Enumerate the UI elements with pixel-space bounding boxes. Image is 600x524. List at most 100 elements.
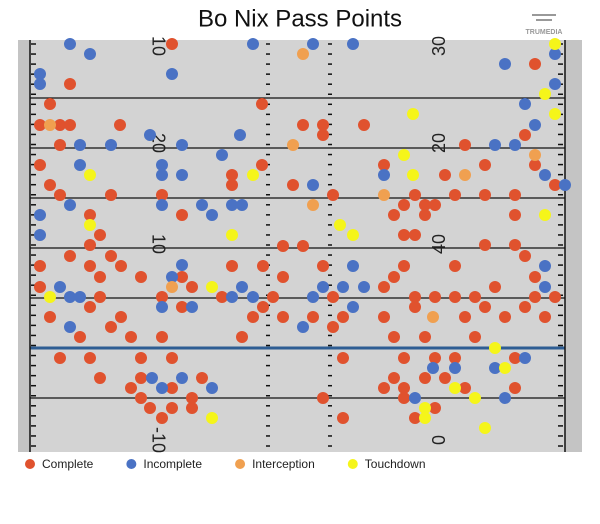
pass-point: [206, 382, 218, 394]
pass-point: [439, 169, 451, 181]
pass-point: [64, 250, 76, 262]
pass-point: [337, 352, 349, 364]
pass-point: [398, 229, 410, 241]
chart-title: Bo Nix Pass Points: [198, 5, 402, 32]
pass-point: [529, 149, 541, 161]
pass-point: [334, 219, 346, 231]
pass-point: [54, 189, 66, 201]
pass-point: [378, 169, 390, 181]
pass-point: [176, 169, 188, 181]
pass-point: [317, 281, 329, 293]
pass-point: [459, 169, 471, 181]
pass-point: [429, 352, 441, 364]
pass-point: [156, 301, 168, 313]
pass-point: [115, 260, 127, 272]
pass-point: [247, 169, 259, 181]
pass-point: [388, 331, 400, 343]
pass-point: [34, 229, 46, 241]
pass-point: [469, 331, 481, 343]
pass-point: [549, 38, 561, 50]
pass-point: [226, 291, 238, 303]
pass-point: [489, 139, 501, 151]
pass-point: [459, 382, 471, 394]
pass-point: [358, 119, 370, 131]
pass-point: [529, 58, 541, 70]
pass-point: [206, 412, 218, 424]
pass-point: [407, 108, 419, 120]
pass-point: [398, 352, 410, 364]
pass-point: [156, 291, 168, 303]
pass-point: [479, 301, 491, 313]
pass-point: [409, 189, 421, 201]
pass-point: [539, 88, 551, 100]
pass-point: [166, 38, 178, 50]
pass-point: [54, 281, 66, 293]
pass-point: [409, 229, 421, 241]
pass-point: [44, 98, 56, 110]
pass-point: [307, 199, 319, 211]
pass-point: [449, 291, 461, 303]
pass-point: [236, 331, 248, 343]
pass-point: [34, 159, 46, 171]
pass-point: [44, 311, 56, 323]
pass-point: [327, 291, 339, 303]
pass-point: [489, 342, 501, 354]
pass-point: [297, 48, 309, 60]
pass-point: [347, 301, 359, 313]
pass-point: [398, 260, 410, 272]
pass-point: [156, 412, 168, 424]
pass-point: [115, 311, 127, 323]
pass-point: [206, 209, 218, 221]
pass-point: [256, 98, 268, 110]
pass-point: [34, 119, 46, 131]
pass-point: [409, 412, 421, 424]
pass-point: [297, 119, 309, 131]
pass-point: [196, 199, 208, 211]
pass-point: [84, 48, 96, 60]
field-number: 40: [429, 234, 449, 254]
pass-point: [307, 179, 319, 191]
pass-point: [429, 291, 441, 303]
pass-point: [449, 352, 461, 364]
pass-point: [186, 281, 198, 293]
pass-point: [398, 149, 410, 161]
pass-point: [297, 240, 309, 252]
pass-point: [347, 260, 359, 272]
legend-label: Touchdown: [365, 457, 426, 471]
pass-point: [347, 38, 359, 50]
pass-point: [84, 219, 96, 231]
pass-point: [94, 291, 106, 303]
pass-point: [509, 209, 521, 221]
pass-point: [247, 311, 259, 323]
pass-point: [317, 260, 329, 272]
pass-point: [84, 260, 96, 272]
pass-point: [327, 321, 339, 333]
pass-point: [44, 291, 56, 303]
pass-point: [64, 321, 76, 333]
legend-swatch: [25, 459, 35, 469]
pass-point: [398, 392, 410, 404]
pass-point: [398, 382, 410, 394]
pass-point: [94, 229, 106, 241]
pass-point: [287, 139, 299, 151]
pass-point: [74, 139, 86, 151]
pass-point: [489, 281, 501, 293]
pass-point: [144, 402, 156, 414]
pass-point: [427, 362, 439, 374]
pass-point: [277, 311, 289, 323]
pass-point: [267, 291, 279, 303]
legend-swatch: [347, 459, 358, 469]
pass-point: [469, 392, 481, 404]
legend-swatch: [235, 459, 246, 469]
pass-point: [539, 169, 551, 181]
pass-point: [64, 38, 76, 50]
pass-point: [84, 209, 96, 221]
pass-point: [509, 239, 521, 251]
pass-point: [256, 159, 268, 171]
pass-point: [166, 281, 178, 293]
pass-point: [144, 129, 156, 141]
pass-point: [176, 209, 188, 221]
pass-point: [226, 169, 238, 181]
pass-point: [358, 281, 370, 293]
